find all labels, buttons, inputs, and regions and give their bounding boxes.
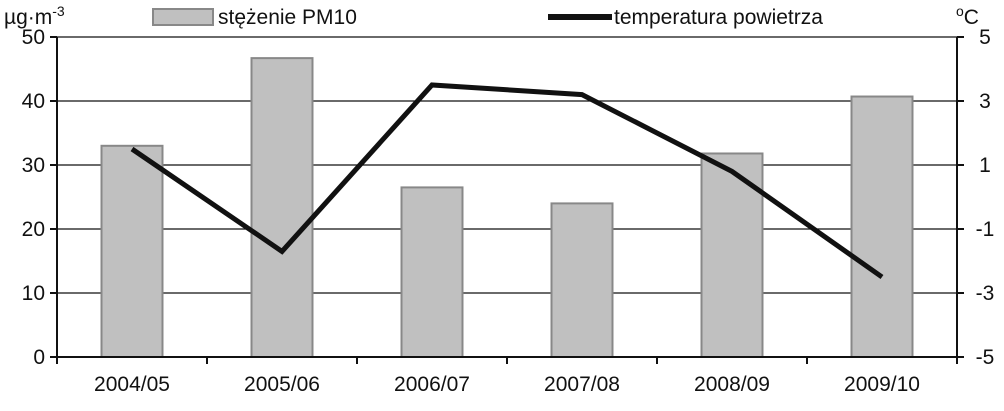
- right-tick-label: 1: [979, 154, 991, 177]
- x-category-label: 2006/07: [394, 373, 470, 396]
- left-axis-unit: µg·m-3: [4, 3, 65, 29]
- left-tick-label: 30: [22, 154, 45, 177]
- legend-swatch-pm10: [153, 9, 213, 25]
- gridlines: [57, 37, 957, 293]
- x-category-label: 2004/05: [94, 373, 170, 396]
- bar-pm10-2004/05: [102, 146, 163, 357]
- left-tick-label: 20: [22, 218, 45, 241]
- bar-pm10-2007/08: [552, 203, 613, 357]
- axes: [57, 37, 957, 364]
- left-tick-label: 0: [33, 346, 45, 369]
- x-category-label: 2007/08: [544, 373, 620, 396]
- pm10-bars: [102, 58, 913, 357]
- right-tick-label: -3: [976, 282, 995, 305]
- x-category-label: 2008/09: [694, 373, 770, 396]
- right-tick-label: 3: [979, 90, 991, 113]
- x-category-label: 2009/10: [844, 373, 920, 396]
- bar-pm10-2009/10: [852, 97, 913, 357]
- right-tick-label: -5: [976, 346, 995, 369]
- right-axis-unit: oC: [956, 3, 979, 29]
- legend-label-pm10: stężenie PM10: [218, 6, 357, 29]
- right-axis-ticks: -5 -3 -1 1 3 5: [957, 26, 994, 369]
- left-tick-label: 10: [22, 282, 45, 305]
- left-axis-ticks: 0 10 20 30 40 50: [22, 26, 57, 369]
- legend-label-temperature: temperatura powietrza: [614, 6, 823, 29]
- temperature-line-group: [132, 85, 882, 277]
- left-tick-label: 40: [22, 90, 45, 113]
- left-tick-label: 50: [22, 26, 45, 49]
- temperature-line: [132, 85, 882, 277]
- right-tick-label: 5: [979, 26, 991, 49]
- x-axis-categories: 2004/05 2005/06 2006/07 2007/08 2008/09 2009/…: [94, 373, 920, 396]
- bar-pm10-2005/06: [252, 58, 313, 357]
- x-category-label: 2005/06: [244, 373, 320, 396]
- right-tick-label: -1: [976, 218, 995, 241]
- bar-pm10-2006/07: [402, 187, 463, 357]
